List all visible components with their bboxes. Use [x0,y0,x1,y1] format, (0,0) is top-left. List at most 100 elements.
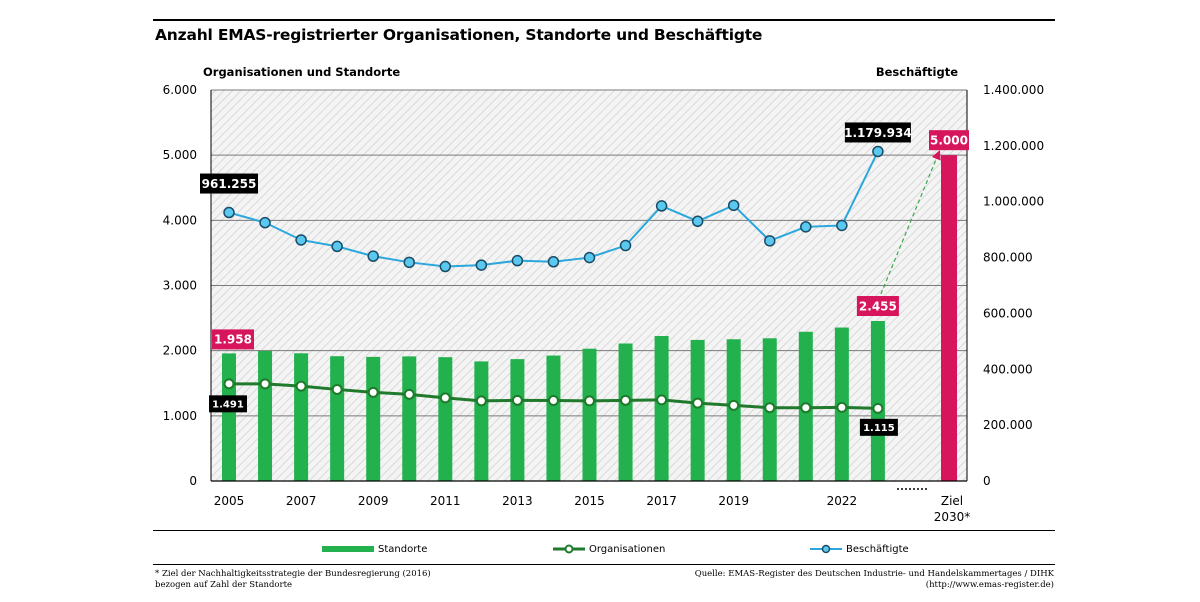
bar-standorte [870,321,885,481]
bar-standorte [222,353,236,481]
point-beschaeftigte [223,206,235,219]
point-beschaeftigte [800,221,812,233]
footer-rule [153,564,1055,565]
point-beschaeftigte [511,254,524,267]
point-organisationen [331,383,343,395]
bar-standorte [582,348,597,481]
legend-label-organisationen: Organisationen [589,543,666,555]
right-axis-title: Beschäftigte [875,65,958,79]
bar-standorte [438,357,453,481]
label-organisationen-last: 1.115 [863,423,895,434]
point-beschaeftigte [439,260,452,273]
point-organisationen [620,394,632,406]
footnote: * Ziel der Nachhaltigkeitsstrategie der … [155,569,431,591]
point-beschaeftigte [872,145,884,158]
x-tick-label: 2007 [286,494,317,508]
point-beschaeftigte [764,235,776,247]
label-beschaeftigte-first-box [200,173,258,194]
point-organisationen [656,394,668,406]
top-rule [153,19,1055,21]
y-right-tick-label: 1.400.000 [983,83,1044,97]
label-target: 5.000 [930,133,968,147]
chart: 0 1.000 2.000 3.000 4.000 5.000 6.000 0 200.000 4… [163,83,1044,524]
point-organisationen [547,395,559,407]
label-target-box [929,130,969,151]
source-note: Quelle: EMAS-Register des Deutschen Indu… [695,569,1054,591]
label-standorte-first: 1.958 [214,333,252,347]
label-beschaeftigte-last-box [844,122,911,143]
point-organisationen [403,388,415,400]
label-organisationen-first-box [209,395,247,413]
point-beschaeftigte [583,251,596,264]
source-line-2: (http://www.emas-register.de) [925,580,1054,590]
point-organisationen [836,401,848,413]
x-tick-label: 2005 [214,494,245,508]
point-organisationen [475,395,487,407]
x-tick-label: 2011 [430,494,461,508]
x-tick-label-target-1: Ziel [941,494,963,508]
y-left-tick-label: 4.000 [163,213,197,227]
footnote-line-2: bezogen auf Zahl der Standorte [155,580,293,590]
label-standorte-first-box [212,329,254,350]
point-organisationen [223,378,235,390]
point-beschaeftigte [475,259,488,271]
bar-standorte [510,359,525,481]
y-right-tick-label: 800.000 [983,251,1033,265]
legend-swatch-standorte [322,546,374,552]
bar-standorte [366,356,381,481]
point-organisationen [692,397,704,409]
label-standorte-last: 2.455 [859,299,897,313]
point-organisationen [872,402,884,414]
y-right-tick-label: 1.000.000 [983,195,1044,209]
y-left-tick-label: 6.000 [163,83,197,97]
y-left-tick-label: 3.000 [163,279,197,293]
point-beschaeftigte [691,215,704,228]
y-left-tick-label: 2.000 [163,344,197,358]
x-tick-label: 2019 [718,494,749,508]
point-organisationen [728,399,740,411]
bar-standorte [402,356,417,481]
point-beschaeftigte [295,234,307,246]
point-organisationen [584,395,595,407]
point-organisationen [295,380,307,392]
chart-title: Anzahl EMAS-registrierter Organisationen… [155,26,763,44]
label-organisationen-first: 1.491 [212,399,244,410]
x-tick-label: 2022 [827,494,858,508]
source-line-1: Quelle: EMAS-Register des Deutschen Indu… [694,569,1054,579]
x-tick-label: 2013 [502,494,533,508]
bar-standorte [474,361,489,481]
y-left-tick-label: 5.000 [163,148,197,162]
left-axis-title: Organisationen und Standorte [203,65,401,79]
point-beschaeftigte [727,199,740,212]
point-beschaeftigte [547,256,560,268]
point-organisationen [439,392,451,404]
point-beschaeftigte [619,239,632,252]
y-right-tick-label: 1.200.000 [983,139,1044,153]
point-beschaeftigte [403,256,415,269]
bar-standorte [654,336,669,481]
legend-top-rule [153,530,1055,531]
bar-standorte [546,355,561,481]
y-right-tick-label: 0 [983,474,991,488]
legend-label-standorte: Standorte [378,543,428,555]
legend-swatch-beschaeftigte [810,544,842,554]
bar-standorte [330,356,345,481]
x-tick-label: 2009 [358,494,389,508]
y-right-tick-label: 200.000 [983,418,1033,432]
point-organisationen [259,378,271,390]
y-left-tick-label: 1.000 [163,409,197,423]
point-organisationen [367,386,379,398]
point-organisationen [764,402,776,414]
bar-standorte [690,339,705,481]
x-tick-label-target-2: 2030* [934,510,971,524]
y-right-tick-label: 400.000 [983,362,1033,376]
legend: Standorte Organisationen Beschäftigte [0,541,1200,557]
point-beschaeftigte [655,200,668,212]
label-standorte-last-box [856,296,899,317]
y-right-tick-label: 600.000 [983,306,1033,320]
point-beschaeftigte [836,219,848,232]
bar-standorte [258,350,273,481]
point-beschaeftigte [259,216,271,229]
label-beschaeftigte-last: 1.179.934 [844,126,912,140]
legend-item-organisationen: Organisationen [553,541,665,557]
